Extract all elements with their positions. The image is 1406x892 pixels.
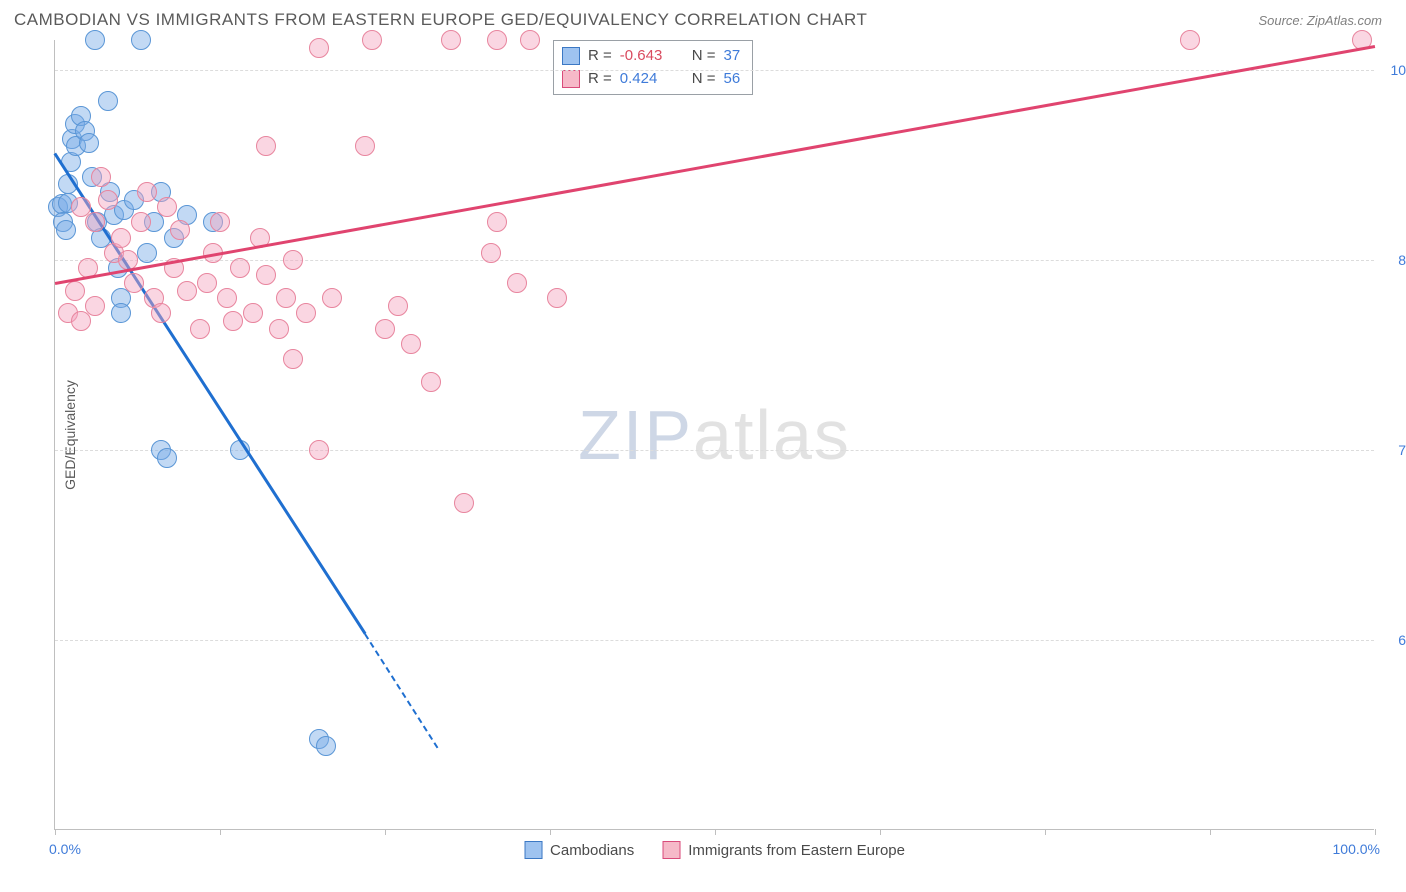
x-tick-label: 100.0% <box>1333 841 1380 857</box>
scatter-point <box>85 212 105 232</box>
watermark-part1: ZIP <box>578 396 693 474</box>
scatter-point <box>316 736 336 756</box>
trend-line-dashed <box>364 633 438 748</box>
legend-row: R = -0.643 N = 37 <box>562 45 740 68</box>
scatter-point <box>85 296 105 316</box>
scatter-point <box>421 372 441 392</box>
scatter-point <box>223 311 243 331</box>
scatter-point <box>355 136 375 156</box>
scatter-point <box>98 190 118 210</box>
scatter-point <box>137 243 157 263</box>
scatter-point <box>157 197 177 217</box>
x-tick <box>220 829 221 835</box>
scatter-point <box>276 288 296 308</box>
y-tick-label: 100.0% <box>1391 62 1406 78</box>
legend-label: Cambodians <box>550 842 634 859</box>
scatter-point <box>256 136 276 156</box>
scatter-point <box>547 288 567 308</box>
scatter-point <box>131 212 151 232</box>
scatter-point <box>190 319 210 339</box>
legend-r-label: R = <box>588 45 612 68</box>
scatter-point <box>111 303 131 323</box>
scatter-point <box>151 303 171 323</box>
y-tick-label: 62.5% <box>1398 632 1406 648</box>
scatter-point <box>454 493 474 513</box>
scatter-point <box>98 91 118 111</box>
x-tick <box>715 829 716 835</box>
x-tick <box>385 829 386 835</box>
scatter-point <box>375 319 395 339</box>
scatter-point <box>487 30 507 50</box>
scatter-point <box>79 133 99 153</box>
legend-n-label: N = <box>692 45 716 68</box>
legend-label: Immigrants from Eastern Europe <box>688 842 905 859</box>
scatter-point <box>137 182 157 202</box>
scatter-point <box>269 319 289 339</box>
scatter-point <box>401 334 421 354</box>
scatter-point <box>309 440 329 460</box>
scatter-point <box>56 220 76 240</box>
scatter-point <box>481 243 501 263</box>
legend-item: Cambodians <box>524 841 634 859</box>
scatter-point <box>177 281 197 301</box>
scatter-point <box>65 281 85 301</box>
watermark-part2: atlas <box>693 396 851 474</box>
scatter-point <box>217 288 237 308</box>
legend-n-value: 37 <box>724 45 741 68</box>
y-tick-label: 75.0% <box>1398 442 1406 458</box>
x-tick <box>1045 829 1046 835</box>
scatter-point <box>283 250 303 270</box>
scatter-point <box>85 30 105 50</box>
source-label: Source: ZipAtlas.com <box>1258 13 1382 28</box>
scatter-point <box>441 30 461 50</box>
x-tick <box>880 829 881 835</box>
gridline <box>55 450 1374 451</box>
x-tick <box>1210 829 1211 835</box>
scatter-point <box>256 265 276 285</box>
scatter-point <box>170 220 190 240</box>
x-tick <box>55 829 56 835</box>
chart-title: CAMBODIAN VS IMMIGRANTS FROM EASTERN EUR… <box>14 10 867 30</box>
scatter-point <box>197 273 217 293</box>
legend-item: Immigrants from Eastern Europe <box>662 841 905 859</box>
scatter-point <box>388 296 408 316</box>
gridline <box>55 260 1374 261</box>
scatter-point <box>157 448 177 468</box>
scatter-point <box>322 288 342 308</box>
legend-swatch <box>662 841 680 859</box>
scatter-point <box>124 273 144 293</box>
scatter-point <box>210 212 230 232</box>
y-tick-label: 87.5% <box>1398 252 1406 268</box>
watermark: ZIPatlas <box>578 395 851 475</box>
scatter-point <box>111 228 131 248</box>
y-axis-label: GED/Equivalency <box>62 380 78 490</box>
scatter-point <box>283 349 303 369</box>
legend-r-value: -0.643 <box>620 45 674 68</box>
series-legend: Cambodians Immigrants from Eastern Europe <box>524 841 905 859</box>
gridline <box>55 640 1374 641</box>
scatter-point <box>487 212 507 232</box>
scatter-point <box>362 30 382 50</box>
scatter-point <box>243 303 263 323</box>
scatter-point <box>131 30 151 50</box>
scatter-point <box>309 38 329 58</box>
scatter-point <box>91 167 111 187</box>
legend-swatch <box>524 841 542 859</box>
gridline <box>55 70 1374 71</box>
x-tick <box>1375 829 1376 835</box>
legend-swatch <box>562 47 580 65</box>
plot-area: GED/Equivalency ZIPatlas R = -0.643 N = 37R… <box>54 40 1374 830</box>
chart-area: GED/Equivalency ZIPatlas R = -0.643 N = 37R… <box>54 40 1374 830</box>
scatter-point <box>1180 30 1200 50</box>
x-tick <box>550 829 551 835</box>
scatter-point <box>296 303 316 323</box>
stats-legend: R =-0.643N =37R =0.424N =56 <box>553 40 753 95</box>
scatter-point <box>507 273 527 293</box>
scatter-point <box>230 258 250 278</box>
legend-swatch <box>562 70 580 88</box>
x-tick-label: 0.0% <box>49 841 81 857</box>
scatter-point <box>520 30 540 50</box>
